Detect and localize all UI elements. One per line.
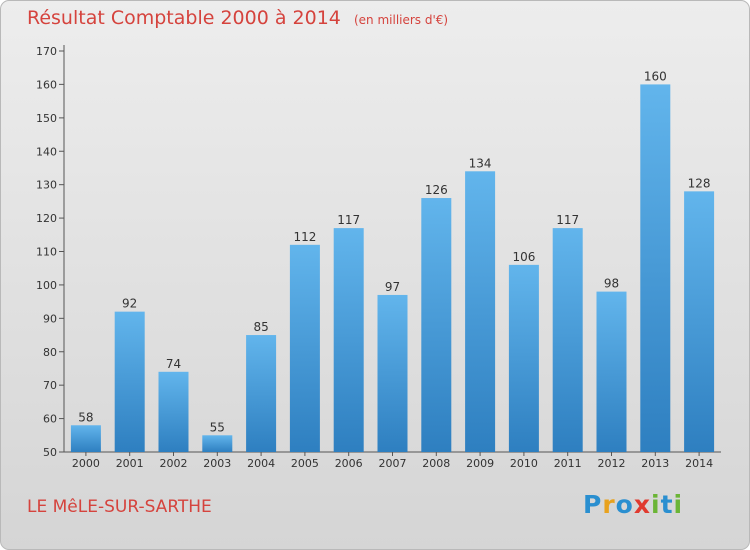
bar: [552, 228, 583, 452]
x-tick-label: 2004: [247, 457, 275, 470]
chart-title-unit: (en milliers d'€): [353, 13, 449, 27]
bar: [640, 84, 671, 453]
data-label: 92: [122, 297, 137, 311]
bar: [289, 244, 320, 452]
y-tick-label: 90: [43, 312, 57, 325]
bar: [421, 198, 452, 452]
chart-title-main: Résultat Comptable 2000 à 2014: [27, 7, 341, 29]
x-tick-label: 2005: [291, 457, 319, 470]
logo-letter: r: [602, 490, 616, 519]
y-tick-label: 80: [43, 346, 57, 359]
x-tick-label: 2006: [335, 457, 363, 470]
x-tick-label: 2009: [466, 457, 494, 470]
y-tick-label: 60: [43, 413, 57, 426]
x-tick-label: 2007: [379, 457, 407, 470]
logo-letter: i: [651, 490, 661, 519]
bar: [158, 371, 189, 452]
bar: [246, 335, 277, 452]
x-tick-label: 2012: [598, 457, 626, 470]
data-label: 74: [166, 357, 181, 371]
logo-letter: o: [615, 490, 634, 519]
x-tick-label: 2010: [510, 457, 538, 470]
data-label: 117: [556, 213, 579, 227]
y-tick-label: 170: [36, 45, 57, 58]
bar: [508, 264, 539, 452]
y-tick-label: 50: [43, 446, 57, 459]
y-tick-label: 70: [43, 379, 57, 392]
y-tick-label: 130: [36, 179, 57, 192]
x-tick-label: 2013: [641, 457, 669, 470]
y-tick-label: 120: [36, 212, 57, 225]
data-label: 55: [210, 420, 225, 434]
data-label: 117: [337, 213, 360, 227]
x-tick-label: 2003: [203, 457, 231, 470]
data-label: 106: [512, 250, 535, 264]
y-tick-label: 100: [36, 279, 57, 292]
y-tick-label: 160: [36, 78, 57, 91]
x-tick-label: 2000: [72, 457, 100, 470]
bar: [114, 311, 145, 452]
logo-letter: x: [633, 490, 651, 519]
bar: [465, 171, 496, 453]
x-tick-label: 2002: [160, 457, 188, 470]
x-tick-label: 2001: [116, 457, 144, 470]
logo-letter: t: [660, 490, 674, 519]
data-label: 128: [688, 176, 711, 190]
location-name: LE MêLE-SUR-SARTHE: [27, 497, 212, 517]
chart-title: Résultat Comptable 2000 à 2014 (en milli…: [27, 7, 448, 29]
bar: [596, 291, 627, 452]
y-tick-label: 150: [36, 112, 57, 125]
data-label: 85: [253, 320, 268, 334]
proxiti-logo[interactable]: Proxiti: [583, 490, 683, 519]
bar: [333, 228, 364, 452]
bars: 58 92 74 55 85 112 117 97 126 134 106 117 98 160 128: [70, 69, 715, 453]
x-tick-label: 2011: [554, 457, 582, 470]
data-label: 97: [385, 280, 400, 294]
data-label: 98: [604, 277, 619, 291]
x-tick-label: 2014: [685, 457, 713, 470]
logo-letter: i: [673, 490, 684, 519]
bar: [377, 294, 408, 452]
data-label: 160: [644, 69, 667, 83]
y-tick-label: 140: [36, 145, 57, 158]
logo-letter: P: [583, 490, 603, 519]
bar: [202, 435, 233, 452]
data-label: 126: [425, 183, 448, 197]
data-label: 58: [78, 410, 93, 424]
x-tick-label: 2008: [422, 457, 450, 470]
data-label: 134: [469, 156, 492, 170]
bar: [70, 425, 101, 452]
y-tick-label: 110: [36, 246, 57, 259]
data-label: 112: [293, 230, 316, 244]
bar: [684, 191, 715, 452]
